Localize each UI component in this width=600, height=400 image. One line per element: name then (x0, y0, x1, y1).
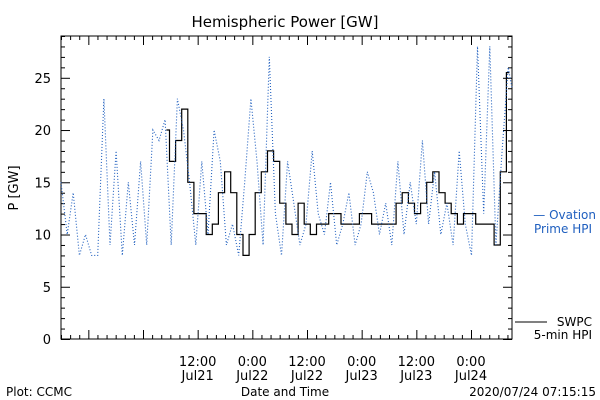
series-swpc-line (166, 72, 510, 256)
plot-frame (60, 35, 513, 340)
chart-title: Hemispheric Power [GW] (192, 13, 379, 31)
x-axis-label: Date and Time (241, 385, 329, 399)
series-layer (60, 46, 513, 256)
legend-ovation-line2: Prime HPI (534, 222, 592, 236)
footer-timestamp: 2020/07/24 07:15:15 (469, 385, 596, 399)
x-tick-label-time: 0:00 (347, 355, 376, 370)
y-tick-label: 5 (43, 281, 51, 296)
y-tick-label: 20 (34, 124, 51, 139)
series-ovation-line (60, 46, 513, 256)
plot-axes (60, 35, 513, 340)
x-tick-label-time: 12:00 (179, 355, 216, 370)
x-tick-label-date: Jul24 (454, 369, 487, 384)
x-axis-ticks: 12:00Jul210:00Jul2212:00Jul220:00Jul2312… (61, 36, 509, 384)
x-tick-label-time: 0:00 (456, 355, 485, 370)
y-axis-label: P [GW] (7, 165, 22, 210)
x-tick-label-time: 0:00 (238, 355, 267, 370)
y-axis-ticks: 0 5 10 15 20 25 (34, 36, 512, 348)
legend-swpc-line2: 5-min HPI (534, 328, 592, 342)
x-tick-label-date: Jul21 (181, 369, 214, 384)
y-tick-label: 0 (43, 333, 51, 348)
x-tick-label-time: 12:00 (398, 355, 435, 370)
x-tick-label-date: Jul23 (345, 369, 378, 384)
y-tick-label: 15 (34, 176, 51, 191)
footer-plot-credit: Plot: CCMC (6, 385, 72, 399)
legend: — Ovation Prime HPI SWPC 5-min HPI (515, 208, 596, 342)
x-tick-label-date: Jul22 (235, 369, 268, 384)
y-tick-label: 10 (34, 229, 51, 244)
y-tick-label: 25 (34, 72, 51, 87)
legend-ovation-line1: — Ovation (533, 208, 596, 222)
x-tick-label-date: Jul23 (399, 369, 432, 384)
x-tick-label-date: Jul22 (290, 369, 323, 384)
legend-swpc-line1: SWPC (557, 315, 592, 329)
x-tick-label-time: 12:00 (288, 355, 325, 370)
